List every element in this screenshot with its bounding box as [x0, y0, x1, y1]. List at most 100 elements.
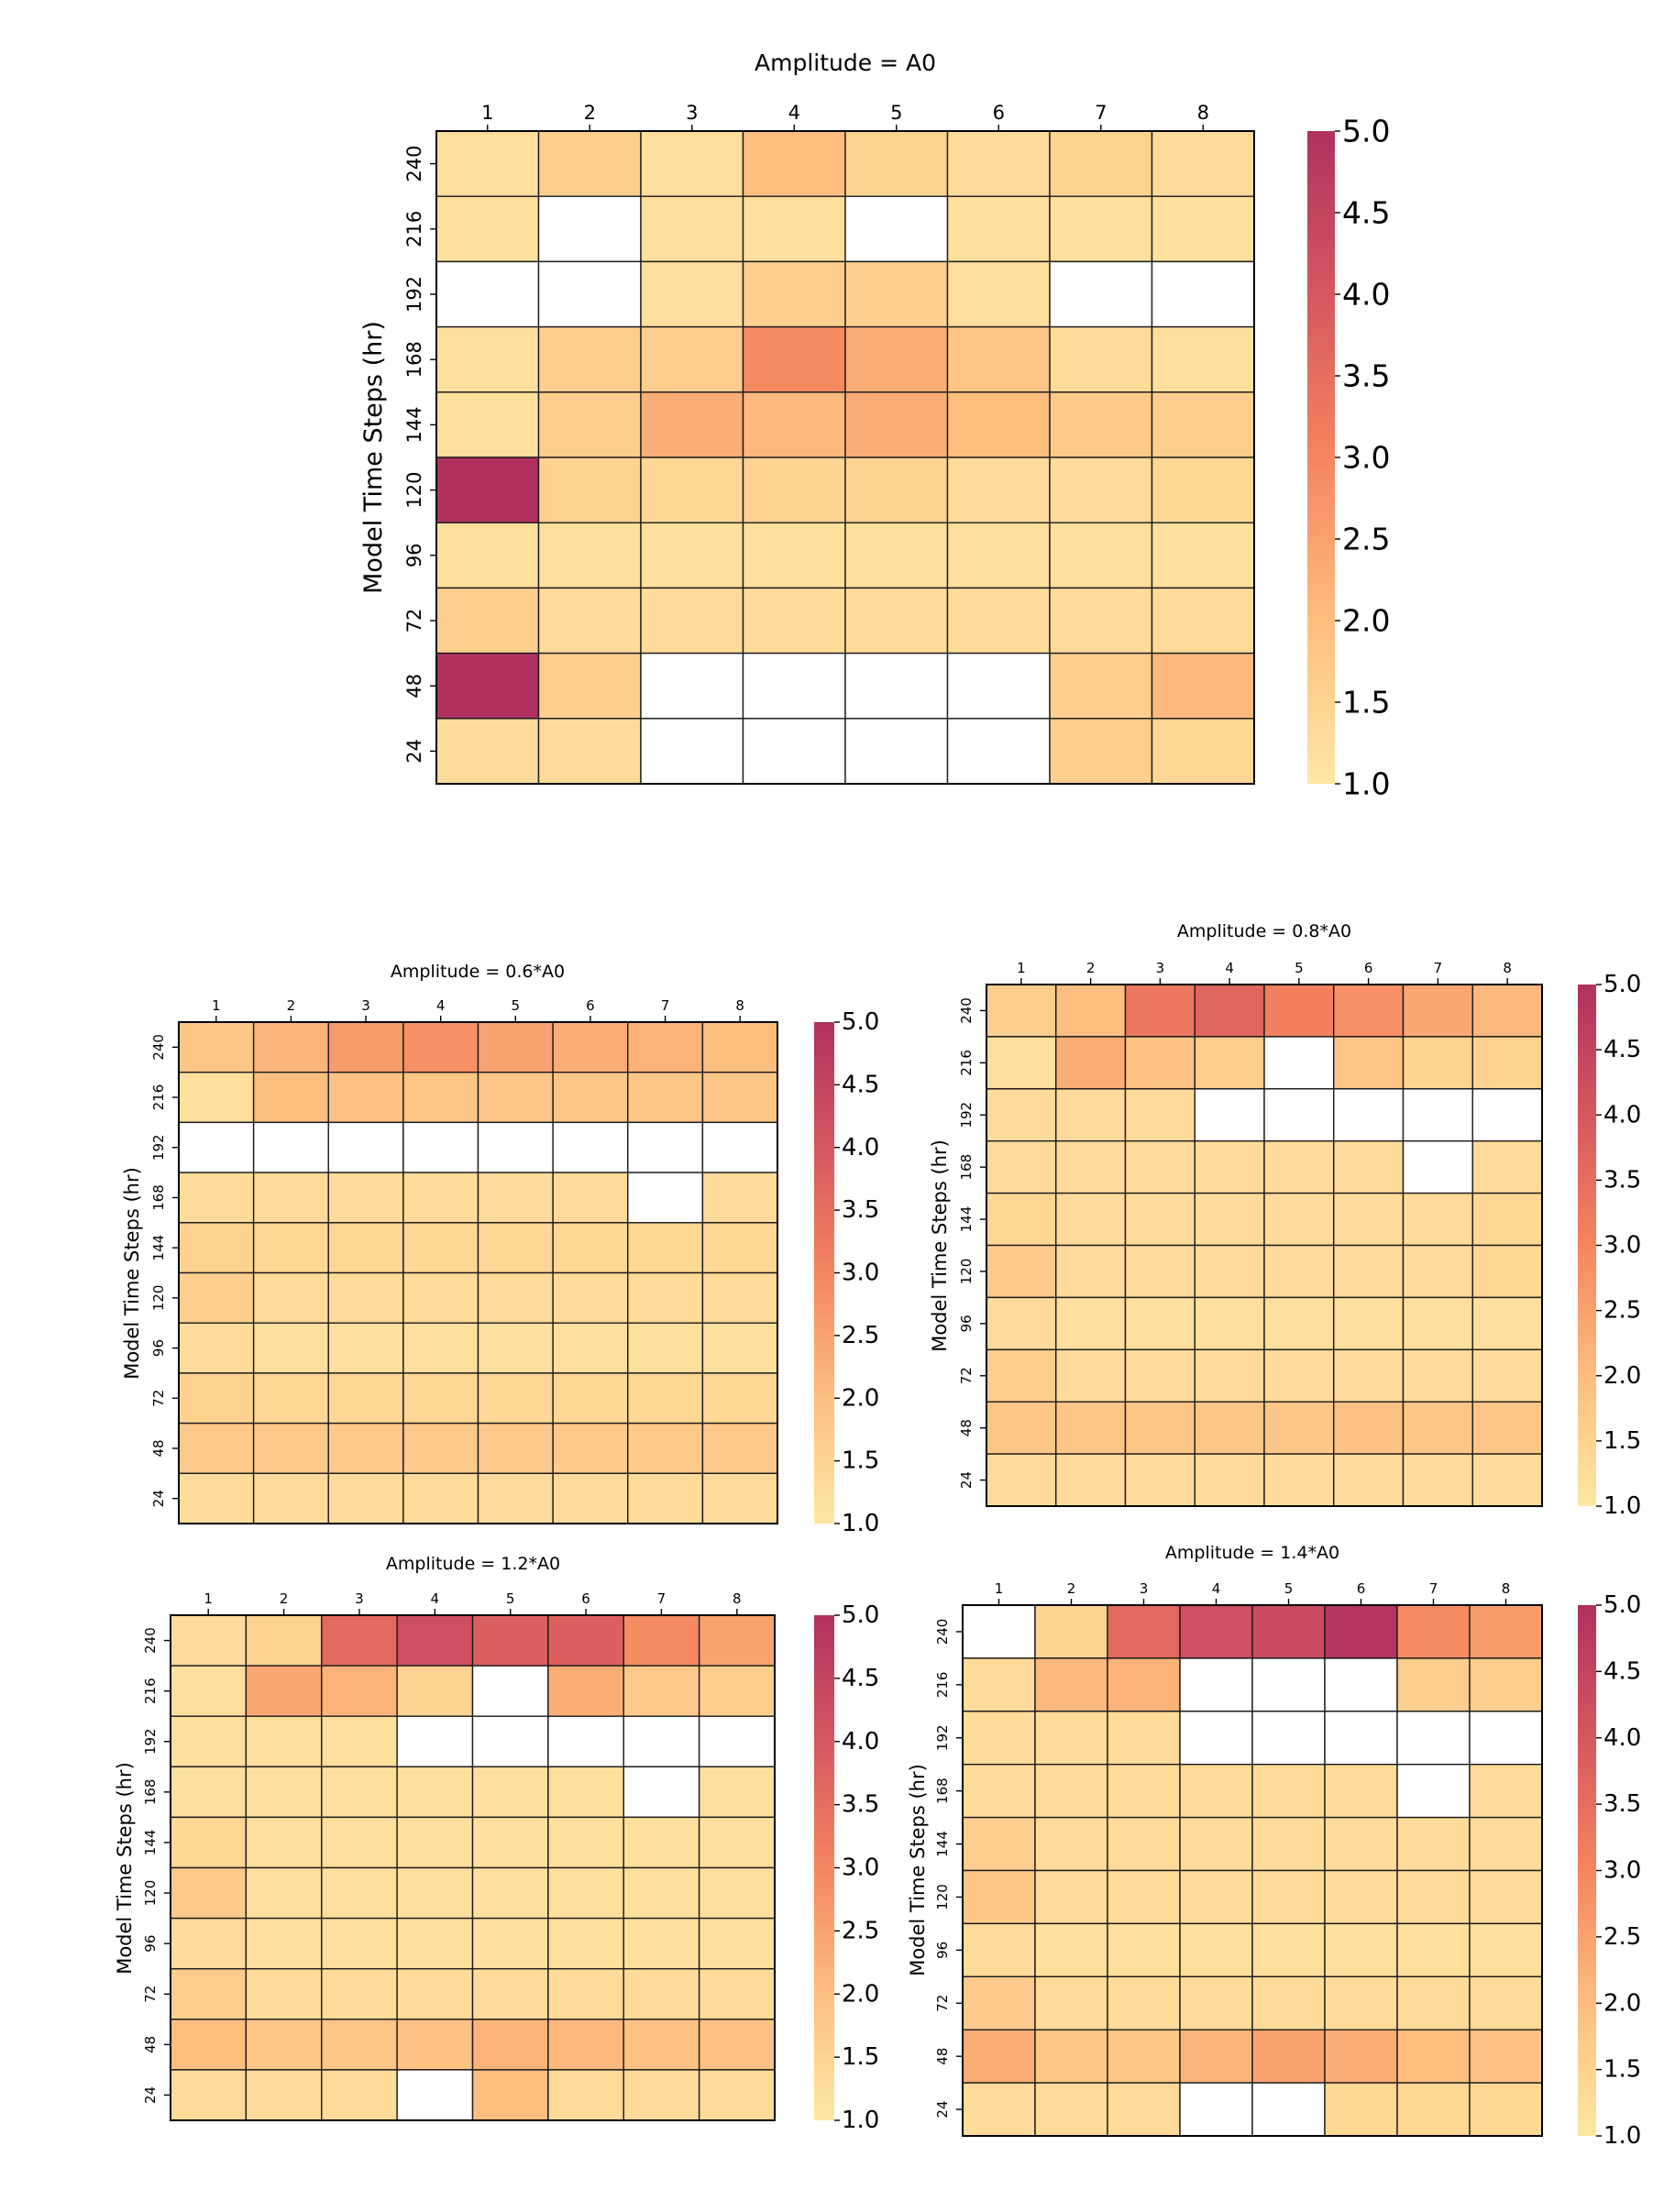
colorbar-tick-label: 2.5: [1342, 522, 1390, 557]
heatmap-cell: [698, 1816, 776, 1869]
heatmap-cell: [402, 1121, 479, 1173]
heatmap-cell: [327, 1422, 404, 1474]
heatmap-panel-5: Amplitude = 1.4*A0 1 2 3 4 5 6 7 8 240 216 192 168 14…: [907, 1543, 1641, 2150]
heatmap-cell: [321, 1715, 398, 1767]
heatmap-cell: [1151, 718, 1255, 785]
y-tick-label: 72: [934, 1995, 951, 2012]
heatmap-cell: [1263, 1036, 1335, 1090]
heatmap-cell: [327, 1222, 404, 1274]
y-axis-label: Model Time Steps (hr): [114, 1762, 136, 1975]
y-axis-label: Model Time Steps (hr): [121, 1167, 143, 1380]
heatmap-cell: [946, 195, 1051, 263]
heatmap-cell: [1151, 522, 1255, 589]
heatmap-cell: [1263, 1244, 1335, 1299]
heatmap-cell: [1396, 1869, 1471, 1925]
heatmap-cell: [477, 1372, 554, 1425]
heatmap-cell: [623, 2019, 700, 2071]
heatmap-cell: [1251, 1922, 1326, 1977]
heatmap-cell: [327, 1271, 404, 1324]
heatmap-cell: [1471, 1139, 1543, 1194]
y-tick-label: 168: [934, 1777, 951, 1804]
heatmap-cell: [1151, 652, 1255, 720]
colorbar-tick-label: 3.5: [1603, 1166, 1641, 1194]
heatmap-cell: [1469, 1816, 1543, 1872]
heatmap-cell: [1402, 984, 1473, 1038]
colorbar-tick-label: 1.5: [1342, 685, 1390, 721]
heatmap-cell: [1396, 2082, 1471, 2137]
x-tick-label: 3: [1156, 960, 1165, 976]
heatmap-cell: [1107, 1657, 1181, 1712]
heatmap-cell: [1124, 1348, 1196, 1403]
x-tick-label: 8: [1503, 960, 1512, 976]
heatmap-panel-3: Amplitude = 0.8*A0 1 2 3 4 5 6 7 8 240 216 192 168 14…: [929, 921, 1641, 1520]
y-tick-label: 24: [934, 2101, 951, 2118]
y-axis-label: Model Time Steps (hr): [359, 321, 388, 594]
heatmap-cell: [1049, 457, 1153, 523]
heatmap-cell: [1194, 1139, 1265, 1194]
colorbar: [814, 1615, 834, 2120]
heatmap-cell: [178, 1021, 255, 1073]
y-tick-label: 192: [142, 1728, 159, 1755]
x-tick-label: 8: [1502, 1580, 1511, 1597]
heatmap-cell: [321, 1816, 398, 1869]
heatmap-cell: [1402, 1088, 1473, 1142]
heatmap-cell: [1263, 1453, 1335, 1507]
heatmap-cell: [640, 652, 744, 720]
y-tick-label: 216: [150, 1084, 167, 1111]
heatmap-cell: [1402, 1401, 1473, 1455]
heatmap-cell: [1151, 325, 1255, 393]
heatmap-cell: [986, 1088, 1057, 1142]
colorbar-tick-label: 5.0: [1342, 114, 1390, 149]
heatmap-cell: [1179, 1869, 1253, 1925]
y-tick-label: 144: [934, 1831, 951, 1857]
y-tick-label: 216: [958, 1050, 975, 1076]
heatmap-cell: [1471, 1244, 1543, 1299]
heatmap-cell: [640, 195, 744, 263]
heatmap-cell: [701, 1121, 778, 1173]
x-tick-label: 1: [204, 1590, 213, 1607]
colorbar-tick-label: 4.5: [842, 1665, 879, 1692]
heatmap-cell: [1055, 1453, 1127, 1507]
heatmap-cell: [1034, 2082, 1108, 2137]
plot-frame: [170, 1614, 776, 2121]
heatmap-cell: [477, 1271, 554, 1324]
heatmap-cell: [1324, 1869, 1398, 1925]
heatmap-cell: [435, 587, 540, 655]
colorbar-tick-label: 2.0: [842, 1384, 879, 1412]
heatmap-cell: [435, 130, 540, 197]
heatmap-cell: [552, 1172, 629, 1224]
heatmap-cell: [327, 1071, 404, 1124]
chart-title: Amplitude = 0.8*A0: [1177, 921, 1351, 941]
heatmap-cell: [1107, 2029, 1181, 2084]
heatmap-cell: [1034, 1604, 1108, 1659]
heatmap-cell: [537, 260, 642, 328]
heatmap-cell: [552, 1422, 629, 1474]
heatmap-cell: [1124, 1453, 1196, 1507]
colorbar: [1307, 131, 1335, 784]
heatmap-cell: [698, 1665, 776, 1717]
heatmap-cell: [552, 1472, 629, 1524]
heatmap-cell: [1179, 1763, 1253, 1819]
heatmap-cell: [537, 391, 642, 458]
y-tick-label: 96: [150, 1339, 167, 1357]
x-tick-label: 6: [993, 102, 1005, 124]
heatmap-cell: [252, 1121, 329, 1173]
heatmap-cell: [1151, 587, 1255, 655]
heatmap-cell: [1402, 1244, 1473, 1299]
heatmap-cell: [1324, 1657, 1398, 1712]
heatmap-cell: [627, 1271, 704, 1324]
heatmap-cell: [552, 1071, 629, 1124]
heatmap-cell: [623, 1917, 700, 1970]
heatmap-cell: [471, 2069, 549, 2121]
y-tick-label: 96: [142, 1935, 159, 1953]
x-tick-label: 4: [1212, 1580, 1221, 1597]
heatmap-cell: [1469, 1922, 1543, 1977]
heatmap-cell: [471, 1866, 549, 1920]
heatmap-cell: [1034, 1869, 1108, 1925]
heatmap-cell: [327, 1322, 404, 1374]
heatmap-cell: [1324, 1763, 1398, 1819]
heatmap-cell: [321, 1766, 398, 1819]
heatmap-cell: [962, 1711, 1036, 1766]
y-axis-label: Model Time Steps (hr): [907, 1764, 929, 1976]
x-tick-label: 7: [657, 1590, 667, 1607]
